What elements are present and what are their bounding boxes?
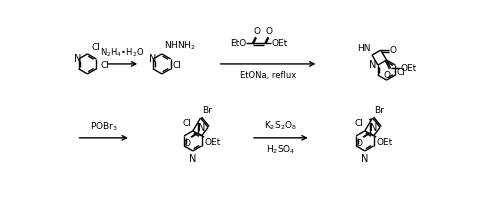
Text: O: O — [254, 27, 261, 36]
Text: Cl: Cl — [397, 68, 406, 77]
Text: O: O — [389, 46, 396, 55]
Text: N: N — [74, 54, 82, 64]
Text: Br: Br — [374, 106, 384, 115]
Text: Cl: Cl — [91, 43, 100, 52]
Text: Cl: Cl — [173, 61, 182, 70]
Text: N: N — [149, 54, 156, 64]
Text: Cl: Cl — [182, 119, 191, 128]
Text: OEt: OEt — [401, 64, 417, 73]
Text: OEt: OEt — [272, 39, 288, 48]
Text: O: O — [183, 139, 190, 148]
Text: OEt: OEt — [377, 138, 393, 147]
Text: O: O — [355, 139, 362, 148]
Text: N: N — [369, 60, 376, 70]
Text: POBr$_3$: POBr$_3$ — [90, 121, 118, 133]
Text: HN: HN — [357, 44, 370, 53]
Text: O: O — [265, 27, 272, 36]
Text: N: N — [189, 154, 196, 164]
Text: K$_2$S$_2$O$_8$: K$_2$S$_2$O$_8$ — [264, 120, 297, 133]
Text: Cl: Cl — [100, 61, 109, 70]
Text: EtONa, reflux: EtONa, reflux — [240, 71, 296, 80]
Text: N: N — [361, 154, 369, 164]
Text: NHNH$_2$: NHNH$_2$ — [164, 40, 196, 52]
Text: Cl: Cl — [354, 119, 363, 128]
Text: O: O — [383, 71, 390, 80]
Text: OEt: OEt — [205, 138, 221, 147]
Text: H$_2$SO$_4$: H$_2$SO$_4$ — [266, 143, 295, 156]
Text: EtO: EtO — [230, 39, 246, 48]
Text: N$_2$H$_4$•H$_2$O: N$_2$H$_4$•H$_2$O — [100, 47, 144, 59]
Text: Br: Br — [202, 106, 212, 115]
Text: N: N — [198, 123, 206, 133]
Text: N: N — [370, 123, 378, 133]
